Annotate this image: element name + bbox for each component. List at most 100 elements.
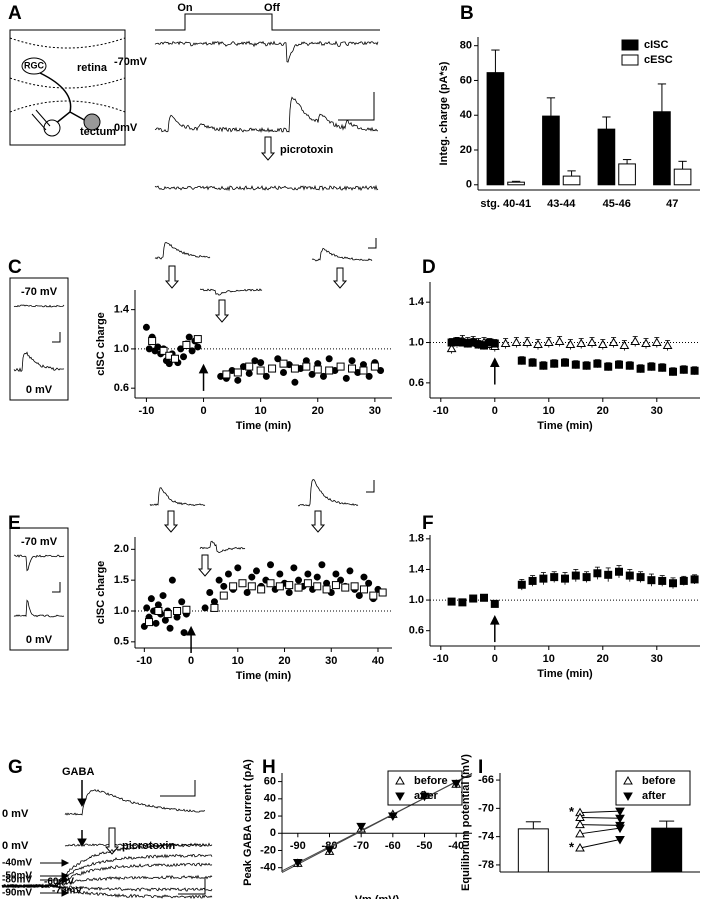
point [690,366,699,375]
scale-bar [52,582,61,593]
point [360,573,368,581]
label: 20 [312,405,324,417]
point [243,589,251,596]
point [154,607,163,615]
point [180,629,188,637]
trace [311,247,373,262]
trace [154,184,379,192]
arrow [197,554,213,577]
point [215,576,223,584]
label: Off [264,2,280,14]
label: 0 mV [2,840,29,852]
label: 0 [200,405,206,417]
point [142,323,150,331]
point [182,605,191,614]
label: 43-44 [547,198,576,210]
point [291,378,299,386]
point [219,591,228,600]
trace [149,487,206,507]
label: 10 [255,405,267,417]
point [267,561,275,569]
label: 20 [597,653,609,665]
point [173,607,182,615]
point [322,585,331,594]
point [458,598,467,607]
arrow [260,136,276,161]
point [313,573,321,581]
bar [486,72,505,186]
point [378,588,387,597]
label: -40 [448,840,464,852]
point [325,366,334,375]
point [615,360,623,369]
label: after [414,790,439,802]
label: 10 [232,655,244,667]
scale-bar [52,332,61,343]
label: 0 mV [2,808,29,820]
label: 30 [651,405,663,417]
label: picrotoxin [280,144,333,156]
point [517,356,526,365]
point [387,812,398,822]
trace [13,351,65,373]
point [575,819,585,829]
label: -60mV [44,877,74,888]
trace [297,479,359,507]
point [332,570,340,578]
label: 1.5 [114,574,129,586]
trace [199,540,246,553]
stimulus [155,13,380,31]
fit-line [281,773,473,872]
point [669,367,677,376]
label: stg. 40-41 [480,198,531,210]
schematic-box [9,29,126,146]
label: Equilibrium potential (mV) [460,754,472,891]
label: after [642,790,667,802]
point [647,576,656,585]
label: 40 [372,655,384,667]
label: 0.5 [114,636,129,648]
bar [651,827,683,873]
arrow-head [61,876,70,884]
label: 1.4 [409,563,425,575]
label: cESC [644,54,673,66]
point [233,368,242,377]
label: 30 [325,655,337,667]
point [528,358,537,367]
point [206,589,214,596]
tectum-border [9,100,126,113]
point [257,359,265,367]
point [575,842,585,852]
bar [562,175,581,186]
trace [13,599,65,618]
point [145,618,154,627]
point [662,340,673,350]
label: 10 [543,653,555,665]
label: 2.0 [114,543,129,555]
scale-bar [178,878,206,895]
inset-box [9,527,69,651]
label: 1.4 [409,296,425,308]
point [490,599,499,608]
legend-swatch [621,54,639,66]
trace [1,874,213,889]
point [325,355,333,363]
point [395,792,405,802]
point [641,338,651,348]
label: Integ. charge (pA*s) [438,61,450,165]
label: -80mV [2,875,32,886]
label: F [422,513,434,534]
label: H [262,757,276,778]
pair-line [579,838,621,849]
point [576,338,587,348]
point [554,336,565,346]
label: E [8,513,21,534]
point [323,579,331,587]
point [336,362,345,371]
bar [507,181,525,186]
point [143,604,151,612]
point [303,579,312,588]
point [262,372,270,380]
label: -66 [478,774,494,786]
point [469,594,478,603]
